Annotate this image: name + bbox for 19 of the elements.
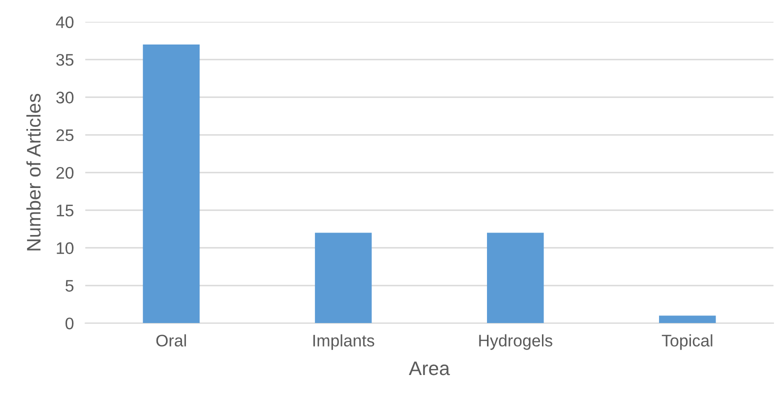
y-tick-label: 25 xyxy=(56,129,74,142)
y-axis-title: Number of Articles xyxy=(26,94,41,250)
x-tick-label: Topical xyxy=(662,334,712,350)
y-tick-label: 5 xyxy=(66,280,74,292)
x-tick-label: Oral xyxy=(156,334,186,347)
y-tick-label: 0 xyxy=(66,318,74,330)
y-tick-label: 35 xyxy=(56,54,74,66)
x-tick-label: Implants xyxy=(313,334,374,350)
y-tick-label: 40 xyxy=(56,16,74,28)
x-tick-label: Hydrogels xyxy=(479,334,552,350)
bar xyxy=(142,44,200,324)
y-tick-label: 10 xyxy=(56,242,74,254)
y-tick-label: 30 xyxy=(56,92,74,104)
bar xyxy=(314,232,372,324)
y-tick-label: 20 xyxy=(56,166,74,179)
bar xyxy=(486,232,544,324)
bar xyxy=(659,316,716,324)
y-tick-label: 15 xyxy=(56,204,74,216)
x-axis-title: Area xyxy=(408,362,450,376)
